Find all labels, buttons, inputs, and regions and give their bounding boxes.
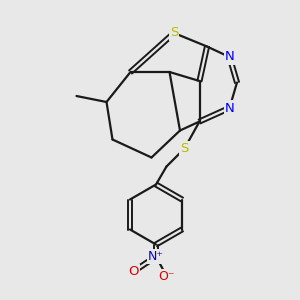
Text: O: O <box>128 265 139 278</box>
Text: S: S <box>170 26 178 40</box>
Text: S: S <box>180 142 189 155</box>
Text: O⁻: O⁻ <box>158 269 175 283</box>
Text: N⁺: N⁺ <box>148 250 164 263</box>
Text: N: N <box>225 101 234 115</box>
Text: N: N <box>225 50 234 64</box>
